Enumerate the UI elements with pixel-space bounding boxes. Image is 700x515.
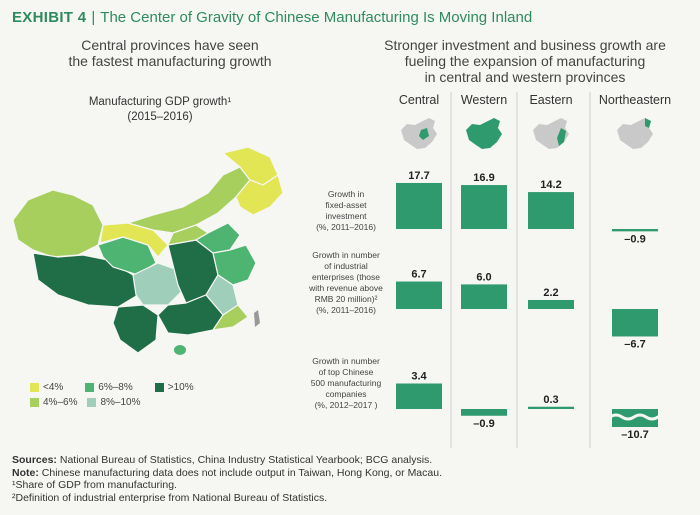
bar-1-3 [612, 309, 658, 337]
data-label-1-2: 2.2 [543, 287, 558, 299]
data-label-1-1: 6.0 [476, 271, 491, 283]
map-legend: <4% 6%–8% >10% 4%–6% 8%–10% [30, 382, 220, 408]
map-region-xinjiang [12, 189, 104, 258]
right-subtitle-line1: Stronger investment and business growth … [384, 37, 666, 53]
exhibit-title: EXHIBIT 4 | The Center of Gravity of Chine… [12, 9, 532, 26]
right-subtitle: Stronger investment and business growth … [370, 37, 680, 85]
axis-break [609, 413, 666, 421]
left-subtitle-line1: Central provinces have seen [81, 37, 259, 53]
map-region-hainan [174, 345, 186, 355]
footer-note: Note: Chinese manufacturing data does no… [12, 466, 442, 479]
region-map-icon [533, 118, 569, 149]
bar-chart: Central Western Eastern Northeastern 17.7 16.… [396, 92, 671, 448]
data-label-0-0: 17.7 [408, 170, 429, 182]
china-map [12, 146, 284, 355]
footnote-1: ¹Share of GDP from manufacturing. [12, 479, 177, 491]
data-label-1-0: 6.7 [411, 269, 426, 281]
legend-item-6-8: 6%–8% [85, 382, 133, 393]
bar-2-1 [461, 409, 507, 416]
map-region-yunnan [112, 304, 159, 354]
bar-0-1 [461, 185, 507, 229]
data-label-2-2: 0.3 [543, 394, 558, 406]
region-map-icon [401, 118, 437, 149]
bar-2-0 [396, 383, 442, 409]
map-title-text: Manufacturing GDP growth¹ [88, 96, 232, 108]
data-label-1-3: –6.7 [624, 338, 645, 350]
map-region-east [212, 244, 257, 286]
footer: Sources: National Bureau of Statistics, … [12, 454, 442, 504]
map-region-sichuan [132, 262, 184, 306]
bar-0-2 [528, 192, 574, 229]
right-subtitle-line3: in central and western provinces [424, 69, 626, 85]
row-label-fixed-asset: Growth in fixed-asset investment (%, 2011–2… [316, 189, 376, 232]
legend-item-4-6: 4%–6% [30, 397, 77, 408]
data-label-0-1: 16.9 [473, 172, 494, 184]
footer-sources: Sources: National Bureau of Statistics, … [12, 454, 433, 466]
legend-item-8-10: 8%–10% [87, 397, 141, 408]
bar-0-0 [396, 182, 442, 229]
row-label-top500: Growth in number of top Chinese 500 manufa… [310, 356, 382, 410]
bar-0-3 [612, 229, 658, 232]
column-header-western: Western [461, 93, 507, 107]
left-subtitle: Central provinces have seen the fastest … [40, 37, 300, 69]
bar-2-2 [528, 406, 574, 409]
title-separator: | [91, 9, 96, 26]
exhibit-label: EXHIBIT 4 [12, 9, 87, 26]
legend-swatch [30, 383, 39, 392]
map-region-northeast [235, 174, 284, 216]
column-header-central: Central [399, 93, 439, 107]
region-map-icon [466, 118, 502, 149]
map-region-fujian [211, 304, 249, 331]
legend-item-lt4: <4% [30, 382, 63, 393]
map-period: (2015–2016) [127, 111, 193, 123]
legend-item-gt10: >10% [154, 382, 194, 393]
data-label-2-3: –10.7 [621, 429, 649, 441]
column-header-northeastern: Northeastern [599, 93, 671, 107]
bar-1-0 [396, 281, 442, 309]
map-region-taiwan [254, 310, 260, 327]
data-label-2-1: –0.9 [473, 418, 494, 430]
row-label-industrial-enterprises: Growth in number of industrial enterprises… [309, 250, 383, 315]
data-label-0-3: –0.9 [624, 233, 645, 245]
right-subtitle-line2: fueling the expansion of manufacturing [404, 53, 646, 69]
data-label-0-2: 14.2 [540, 179, 561, 191]
left-subtitle-line2: the fastest manufacturing growth [68, 53, 272, 69]
bar-1-2 [528, 299, 574, 309]
footnote-2: ²Definition of industrial enterprise fro… [12, 491, 328, 504]
bar-1-1 [461, 284, 507, 309]
page-title: The Center of Gravity of Chinese Manufac… [100, 9, 533, 26]
region-map-icon [617, 118, 653, 149]
map-title: Manufacturing GDP growth¹ (2015–2016) [60, 95, 260, 125]
column-header-eastern: Eastern [529, 93, 572, 107]
data-label-2-0: 3.4 [411, 371, 427, 383]
